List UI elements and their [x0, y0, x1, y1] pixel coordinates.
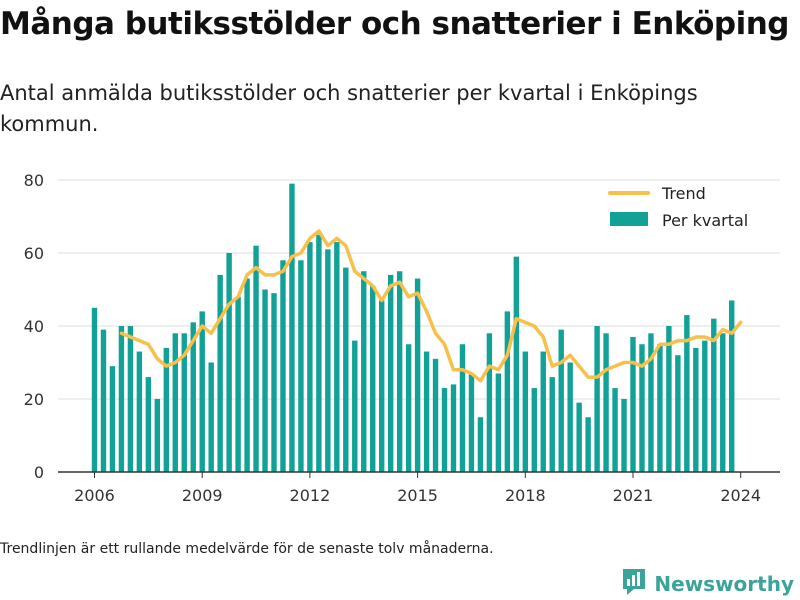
bar	[154, 399, 161, 472]
bar	[693, 347, 699, 472]
bar	[459, 344, 466, 472]
bar	[244, 278, 250, 472]
bar	[91, 307, 98, 472]
bar	[630, 336, 636, 472]
chart: 0 20 40 60 80 2006 2009 2012 2015 2018 2021 2024 Tr…	[24, 171, 780, 505]
bar	[468, 373, 475, 472]
bar	[235, 296, 241, 472]
axes: 0 20 40 60 80 2006 2009 2012 2015 2018 2021 2024	[24, 171, 780, 505]
bar	[720, 333, 726, 472]
bar	[522, 351, 528, 472]
bar	[504, 311, 511, 472]
bar	[414, 278, 421, 472]
bar	[190, 322, 196, 472]
bar	[145, 377, 152, 472]
bars-per-kvartal	[91, 183, 735, 472]
bar	[594, 326, 600, 472]
bar	[495, 373, 502, 472]
bar	[334, 242, 340, 472]
bar	[370, 285, 376, 472]
x-tick-label: 2009	[182, 486, 223, 505]
bar	[298, 260, 304, 472]
bar	[199, 311, 205, 472]
y-tick-label: 0	[34, 463, 44, 482]
y-tick-label: 60	[24, 244, 44, 263]
bar	[711, 318, 717, 472]
x-tick-label: 2018	[505, 486, 546, 505]
bar	[109, 366, 116, 472]
bar	[558, 329, 564, 472]
bar	[307, 242, 313, 472]
bar	[396, 271, 403, 472]
bar	[423, 351, 430, 472]
bar	[540, 351, 546, 472]
bar	[316, 234, 322, 472]
bar	[271, 293, 277, 472]
bar	[549, 377, 555, 472]
y-tick-label: 20	[24, 390, 44, 409]
bar	[280, 260, 286, 472]
bar	[675, 355, 681, 472]
bar	[450, 384, 457, 472]
bar	[531, 388, 537, 472]
bar	[477, 417, 484, 472]
brand-logo: Newsworthy	[621, 568, 794, 600]
bar	[576, 402, 582, 472]
bar	[585, 417, 591, 472]
bar	[352, 340, 358, 472]
y-tick-label: 80	[24, 171, 44, 190]
bar	[567, 362, 573, 472]
x-tick-label: 2012	[290, 486, 331, 505]
trend-line-layer	[119, 229, 743, 383]
bar	[226, 253, 232, 472]
bar	[262, 289, 268, 472]
footnote: Trendlinjen är ett rullande medelvärde f…	[0, 541, 494, 557]
bar	[100, 329, 107, 472]
bar	[612, 388, 618, 472]
bar	[325, 249, 331, 472]
bar	[441, 388, 448, 472]
brand-name: Newsworthy	[654, 572, 794, 596]
legend-bar-label: Per kvartal	[662, 211, 748, 230]
bar-chart-logo-icon	[621, 568, 647, 600]
bar	[343, 267, 349, 472]
x-tick-label: 2024	[720, 486, 761, 505]
bar	[657, 344, 663, 472]
bar	[603, 333, 609, 472]
chart-title: Många butiksstölder och snatterier i Enk…	[0, 6, 789, 42]
bar	[729, 300, 735, 472]
bar	[217, 274, 223, 472]
trend-line	[119, 229, 743, 383]
bar	[621, 399, 627, 472]
bar	[118, 326, 125, 472]
bar	[208, 362, 214, 472]
bar	[136, 351, 143, 472]
bar	[289, 183, 295, 472]
bar	[405, 344, 412, 472]
chart-subtitle: Antal anmälda butiksstölder och snatteri…	[0, 81, 698, 136]
bar	[666, 326, 672, 472]
bar	[648, 333, 654, 472]
bar	[513, 256, 520, 472]
bar	[181, 333, 187, 472]
bar	[432, 358, 439, 472]
bar	[486, 333, 493, 472]
bar	[702, 340, 708, 472]
bar	[127, 326, 134, 472]
x-tick-label: 2006	[74, 486, 115, 505]
legend-trend-label: Trend	[661, 184, 706, 203]
legend: Trend Per kvartal	[604, 182, 764, 242]
bar	[253, 245, 259, 472]
bar	[639, 344, 645, 472]
y-tick-label: 40	[24, 317, 44, 336]
bar	[379, 300, 385, 472]
bar	[387, 274, 394, 472]
bar	[684, 315, 690, 472]
bar	[361, 271, 367, 472]
x-tick-label: 2021	[613, 486, 654, 505]
bar	[163, 347, 169, 472]
legend-bar-swatch	[610, 212, 648, 226]
bar	[172, 333, 178, 472]
x-tick-label: 2015	[397, 486, 438, 505]
